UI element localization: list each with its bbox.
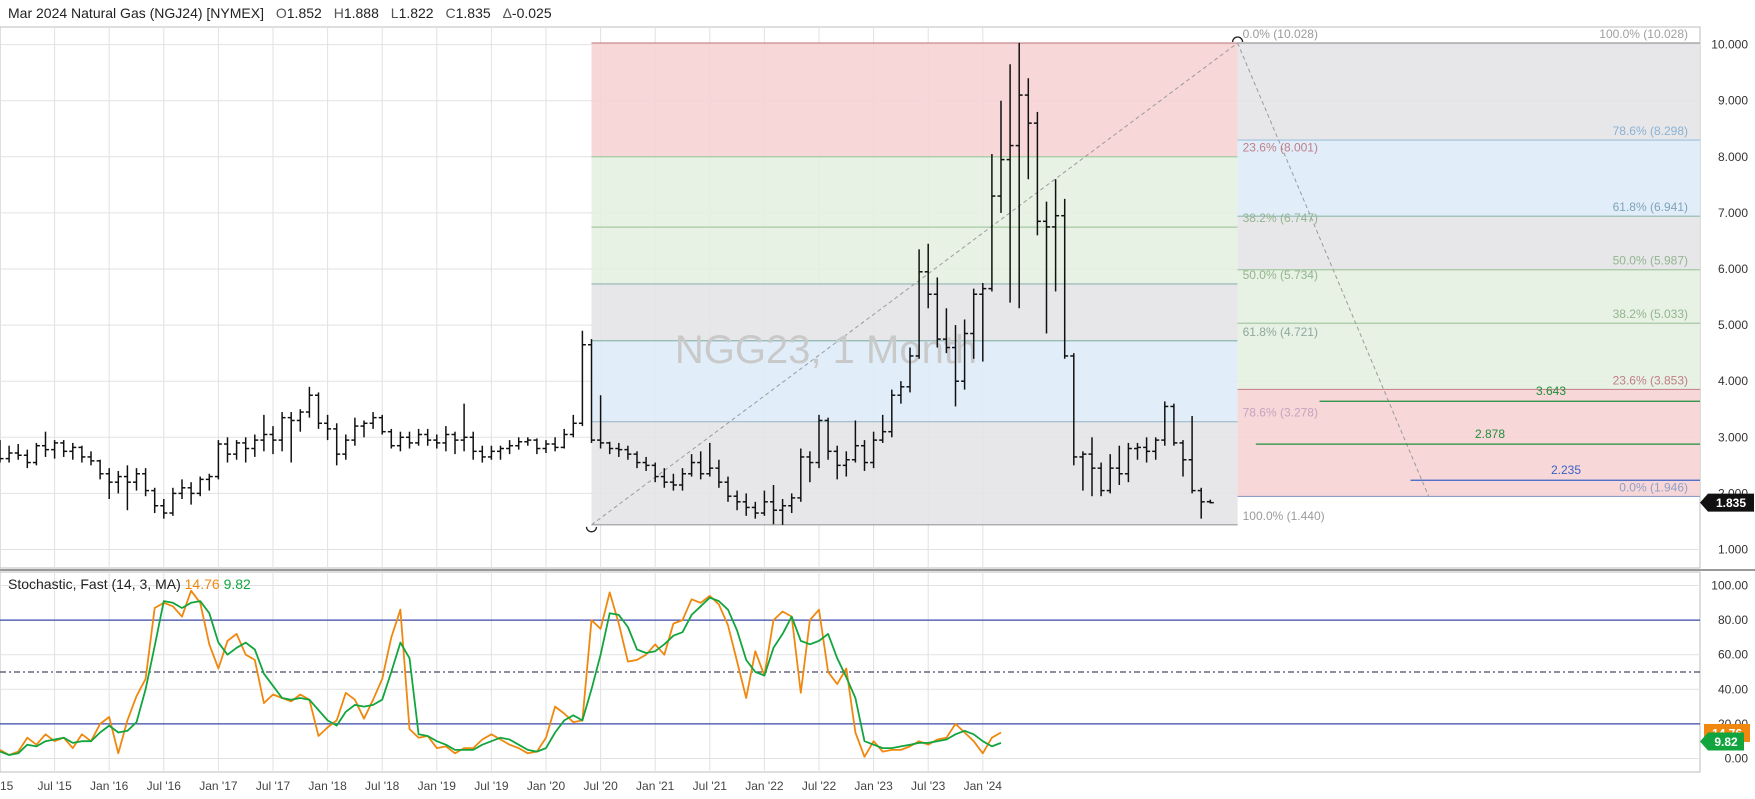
- instrument-name: Mar 2024 Natural Gas (NGJ24) [NYMEX]: [8, 5, 264, 21]
- x-tick-label: Jul '17: [256, 779, 291, 793]
- fib1-level-label: 38.2% (6.747): [1243, 211, 1318, 225]
- horizontal-level-label: 2.235: [1551, 463, 1581, 477]
- x-tick-label: Jan '21: [636, 779, 675, 793]
- fib2-zone: [1237, 140, 1700, 217]
- watermark: NGG23, 1 Month: [675, 328, 977, 372]
- open-label: O: [275, 5, 287, 21]
- x-tick-label: 15: [0, 779, 14, 793]
- low-value: 1.822: [398, 5, 434, 21]
- change-value: -0.025: [511, 5, 552, 21]
- fib1-level-label: 61.8% (4.721): [1243, 325, 1318, 339]
- fib2-zone: [1237, 43, 1700, 141]
- fib1-trend-line: [591, 42, 1238, 526]
- fib2-trend-line: [1237, 42, 1430, 497]
- stochastic-header: Stochastic, Fast (14, 3, MA) 14.76 9.82: [0, 572, 251, 596]
- instrument-header: Mar 2024 Natural Gas (NGJ24) [NYMEX] O1.…: [0, 0, 552, 26]
- fib2-level-label: 78.6% (8.298): [1613, 124, 1688, 138]
- fib2-level-label: 23.6% (3.853): [1613, 373, 1688, 387]
- fib1-level-label: 78.6% (3.278): [1243, 406, 1318, 420]
- x-tick-label: Jan '19: [418, 779, 457, 793]
- fib2-level-label: 50.0% (5.987): [1613, 254, 1688, 268]
- close-value: 1.835: [455, 5, 491, 21]
- fib1-level-label: 0.0% (10.028): [1243, 27, 1318, 41]
- y-tick-label: 9.000: [1718, 94, 1748, 108]
- fib1-zone: [591, 340, 1238, 422]
- fib2-level-label: 38.2% (5.033): [1613, 307, 1688, 321]
- stoch-tick-label: 40.00: [1718, 682, 1748, 696]
- horizontal-level-label: 3.643: [1536, 384, 1566, 398]
- fib1-level-label: 50.0% (5.734): [1243, 268, 1318, 282]
- fib1-zone: [591, 43, 1238, 157]
- fib2-level-label: 100.0% (10.028): [1599, 27, 1688, 41]
- x-tick-label: Jul '19: [474, 779, 509, 793]
- stoch-tick-label: 80.00: [1718, 613, 1748, 627]
- stochastic-params: (14, 3, MA): [111, 576, 181, 592]
- fib1-anchor-low: [585, 526, 598, 533]
- fib1-level-label: 23.6% (8.001): [1243, 141, 1318, 155]
- stochastic-d-tag: [1700, 732, 1744, 751]
- last-price-tag-label: 1.835: [1716, 496, 1746, 510]
- fib2-zone: [1237, 269, 1700, 324]
- last-price-tag: [1700, 493, 1754, 512]
- horizontal-level-label: 2.878: [1475, 427, 1505, 441]
- stochastic-d-tag-label: 9.82: [1714, 735, 1738, 749]
- y-tick-label: 8.000: [1718, 150, 1748, 164]
- y-tick-label: 4.000: [1718, 374, 1748, 388]
- stochastic-name: Stochastic, Fast: [8, 576, 108, 592]
- y-tick-label: 3.000: [1718, 430, 1748, 444]
- fib1-zone: [591, 156, 1238, 228]
- y-tick-label: 7.000: [1718, 206, 1748, 220]
- x-tick-label: Jan '18: [308, 779, 347, 793]
- x-tick-label: Jul '16: [147, 779, 182, 793]
- x-tick-label: Jul '22: [802, 779, 837, 793]
- x-tick-label: Jan '24: [964, 779, 1003, 793]
- fib2-zone: [1237, 323, 1700, 390]
- fib1-zone: [591, 227, 1238, 284]
- stoch-tick-label: 0.00: [1725, 752, 1749, 766]
- fib2-zone: [1237, 389, 1700, 497]
- stoch-tick-label: 60.00: [1718, 648, 1748, 662]
- change-label: Δ: [502, 5, 512, 21]
- close-label: C: [445, 5, 456, 21]
- x-tick-label: Jan '22: [745, 779, 784, 793]
- fib1-zone: [591, 283, 1238, 341]
- fib2-level-label: 0.0% (1.946): [1619, 480, 1688, 494]
- x-tick-label: Jan '17: [199, 779, 238, 793]
- y-tick-label: 5.000: [1718, 318, 1748, 332]
- high-label: H: [333, 5, 344, 21]
- open-value: 1.852: [286, 5, 322, 21]
- stochastic-k-value: 14.76: [184, 576, 220, 592]
- x-tick-label: Jul '23: [911, 779, 946, 793]
- y-tick-label: 1.000: [1718, 543, 1748, 557]
- x-tick-label: Jan '20: [527, 779, 566, 793]
- x-tick-label: Jan '16: [90, 779, 129, 793]
- stochastic-d-line: [0, 596, 1002, 756]
- y-tick-label: 10.000: [1711, 38, 1748, 52]
- low-label: L: [390, 5, 399, 21]
- x-tick-label: Jul '18: [365, 779, 400, 793]
- x-tick-label: Jul '21: [693, 779, 728, 793]
- fib2-anchor-high: [1231, 36, 1244, 43]
- y-tick-label: 6.000: [1718, 262, 1748, 276]
- x-tick-label: Jul '15: [37, 779, 72, 793]
- stoch-tick-label: 100.00: [1711, 579, 1748, 593]
- x-tick-label: Jul '20: [583, 779, 618, 793]
- fib2-level-label: 61.8% (6.941): [1613, 200, 1688, 214]
- x-tick-label: Jan '23: [854, 779, 893, 793]
- high-value: 1.888: [343, 5, 379, 21]
- fib1-zone: [591, 421, 1238, 525]
- stochastic-d-value: 9.82: [223, 576, 251, 592]
- fib1-level-label: 100.0% (1.440): [1243, 509, 1325, 523]
- stochastic-k-line: [0, 589, 1002, 758]
